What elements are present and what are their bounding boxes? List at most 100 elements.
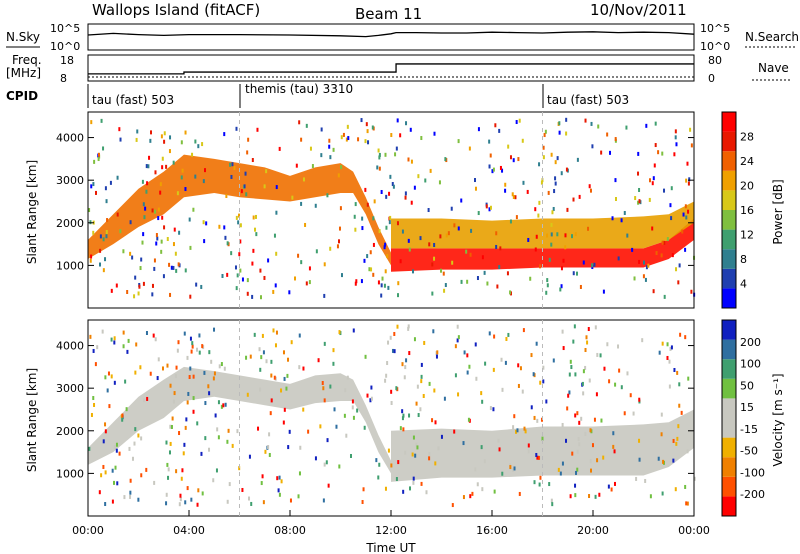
scatter-point bbox=[410, 159, 413, 164]
scatter-point bbox=[521, 389, 524, 394]
scatter-point bbox=[413, 185, 416, 190]
scatter-point bbox=[119, 137, 122, 142]
scatter-point bbox=[522, 328, 525, 333]
y-tick-label: 1000 bbox=[56, 259, 84, 272]
scatter-point bbox=[638, 438, 641, 443]
frequency-series bbox=[88, 63, 694, 75]
scatter-point bbox=[195, 282, 198, 287]
scatter-point bbox=[236, 273, 239, 278]
scatter-point bbox=[575, 470, 578, 475]
scatter-point bbox=[340, 273, 343, 278]
scatter-point bbox=[322, 498, 325, 503]
scatter-point bbox=[347, 136, 350, 141]
scatter-point bbox=[139, 365, 142, 370]
scatter-point bbox=[556, 156, 559, 161]
y-tick-label: 3000 bbox=[56, 174, 84, 187]
scatter-point bbox=[377, 280, 380, 285]
colorbar-tick-label: -100 bbox=[740, 466, 765, 479]
scatter-point bbox=[191, 341, 194, 346]
scatter-point bbox=[189, 294, 192, 299]
scatter-point bbox=[114, 465, 117, 470]
scatter-point bbox=[599, 353, 602, 358]
scatter-point bbox=[351, 405, 354, 410]
scatter-point bbox=[115, 442, 118, 447]
scatter-point bbox=[443, 396, 446, 401]
scatter-point bbox=[155, 241, 158, 246]
scatter-point bbox=[396, 324, 399, 329]
scatter-point bbox=[233, 165, 236, 170]
scatter-point bbox=[298, 120, 301, 125]
scatter-point bbox=[371, 125, 374, 130]
scatter-point bbox=[366, 254, 369, 259]
scatter-point bbox=[513, 466, 516, 471]
scatter-point bbox=[131, 255, 134, 260]
echo-band-1 bbox=[88, 154, 391, 266]
scatter-point bbox=[163, 131, 166, 136]
scatter-point bbox=[540, 417, 543, 422]
scatter-point bbox=[305, 281, 308, 286]
scatter-point bbox=[518, 118, 521, 123]
scatter-point bbox=[401, 229, 404, 234]
scatter-point bbox=[234, 265, 237, 270]
scatter-point bbox=[551, 502, 554, 507]
scatter-point bbox=[693, 476, 696, 481]
scatter-point bbox=[156, 236, 159, 241]
scatter-point bbox=[94, 190, 97, 195]
scatter-point bbox=[483, 459, 486, 464]
scatter-point bbox=[256, 127, 259, 132]
scatter-point bbox=[223, 225, 226, 230]
scatter-point bbox=[546, 283, 549, 288]
scatter-point bbox=[246, 291, 249, 296]
scatter-point bbox=[204, 436, 207, 441]
scatter-point bbox=[218, 364, 221, 369]
scatter-point bbox=[545, 290, 548, 295]
velocity-scatter-points bbox=[88, 324, 696, 508]
scatter-point bbox=[613, 449, 616, 454]
scatter-point bbox=[578, 420, 581, 425]
scatter-point bbox=[366, 393, 369, 398]
scatter-point bbox=[133, 441, 136, 446]
scatter-point bbox=[357, 137, 360, 142]
scatter-point bbox=[422, 393, 425, 398]
scatter-point bbox=[551, 210, 554, 215]
scatter-point bbox=[546, 278, 549, 283]
scatter-point bbox=[208, 350, 211, 355]
scatter-point bbox=[684, 247, 687, 252]
scatter-point bbox=[238, 213, 241, 218]
scatter-point bbox=[126, 289, 129, 294]
y-tick-label: 4000 bbox=[56, 132, 84, 145]
scatter-point bbox=[231, 443, 234, 448]
scatter-point bbox=[587, 226, 590, 231]
scatter-point bbox=[113, 380, 116, 385]
scatter-point bbox=[578, 442, 581, 447]
scatter-point bbox=[384, 269, 387, 274]
scatter-point bbox=[569, 494, 572, 499]
scatter-point bbox=[361, 500, 364, 505]
scatter-point bbox=[573, 324, 576, 329]
scatter-point bbox=[542, 155, 545, 160]
scatter-point bbox=[223, 132, 226, 137]
y-tick-label: 4000 bbox=[56, 340, 84, 353]
scatter-point bbox=[283, 407, 286, 412]
scatter-point bbox=[325, 460, 328, 465]
scatter-point bbox=[384, 152, 387, 157]
scatter-point bbox=[471, 491, 474, 496]
nave-tick-bottom: 0 bbox=[708, 72, 715, 85]
scatter-point bbox=[566, 406, 569, 411]
scatter-point bbox=[686, 501, 689, 506]
scatter-point bbox=[610, 487, 613, 492]
scatter-point bbox=[574, 413, 577, 418]
scatter-point bbox=[288, 429, 291, 434]
scatter-point bbox=[381, 276, 384, 281]
colorbar-tick-label: 200 bbox=[740, 336, 761, 349]
scatter-point bbox=[457, 226, 460, 231]
scatter-point bbox=[385, 194, 388, 199]
scatter-point bbox=[365, 122, 368, 127]
scatter-point bbox=[111, 499, 114, 504]
scatter-point bbox=[560, 266, 563, 271]
scatter-point bbox=[413, 337, 416, 342]
scatter-point bbox=[524, 429, 527, 434]
scatter-point bbox=[519, 366, 522, 371]
scatter-point bbox=[255, 232, 258, 237]
scatter-point bbox=[623, 411, 626, 416]
